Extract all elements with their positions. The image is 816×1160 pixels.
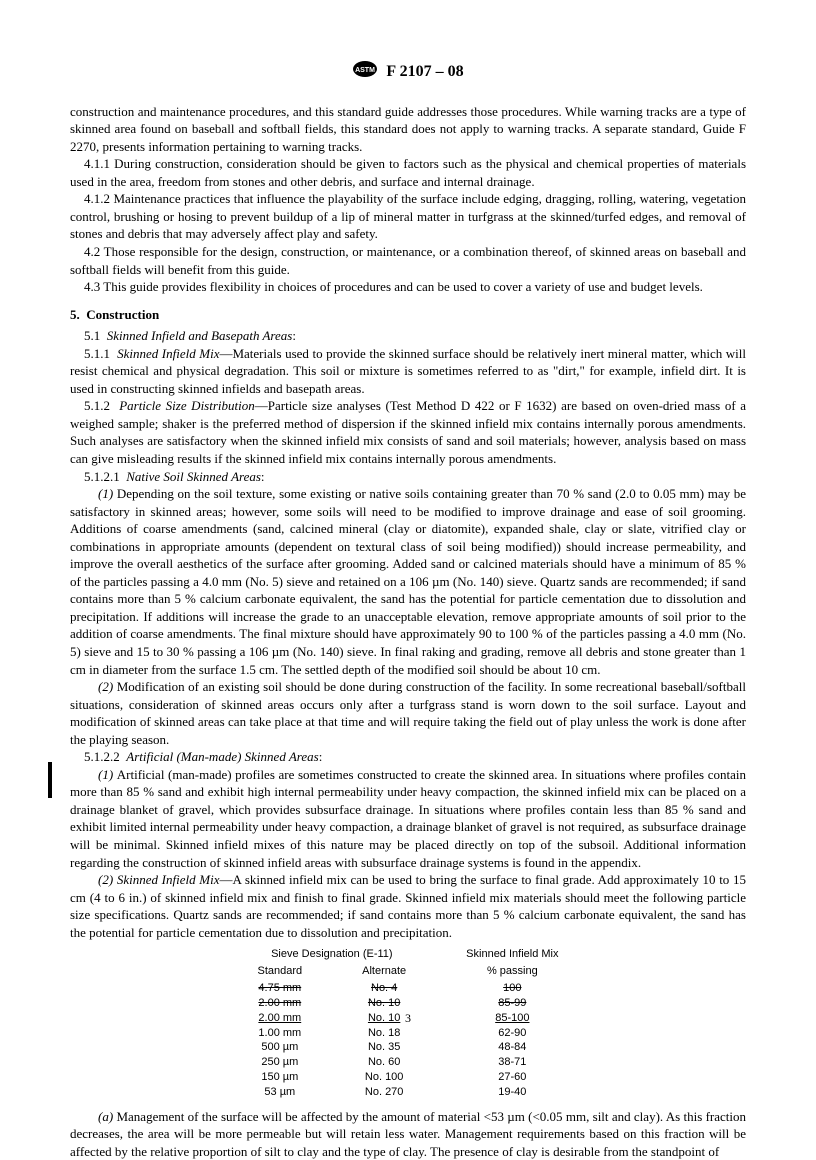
p-4-3: 4.3 This guide provides flexibility in c… (70, 278, 746, 296)
section-5-title: Construction (86, 307, 159, 322)
sieve-cell: 85-99 (436, 996, 588, 1011)
sieve-cell: No. 100 (332, 1070, 436, 1085)
p-4-2: 4.2 Those responsible for the design, co… (70, 243, 746, 278)
sieve-col-alt: Alternate (332, 964, 436, 981)
sieve-cell: 38-71 (436, 1055, 588, 1070)
p-5-1-2-1-label: Native Soil Skinned Areas (126, 469, 261, 484)
sieve-cell: 250 µm (227, 1055, 332, 1070)
p-5-1-2-1-item1: (1) Depending on the soil texture, some … (70, 485, 746, 678)
p-5-1-1: 5.1.1 Skinned Infield Mix—Materials used… (70, 345, 746, 398)
sieve-cell: No. 35 (332, 1040, 436, 1055)
page-number: 3 (0, 1010, 816, 1026)
p-5-1-2-2: 5.1.2.2 Artificial (Man-made) Skinned Ar… (70, 748, 746, 766)
sieve-cell: No. 10 (332, 996, 436, 1011)
p-5-1-2-1-item2: (2) Modification of an existing soil sho… (70, 678, 746, 748)
section-5-num: 5. (70, 307, 80, 322)
sieve-cell: 62-90 (436, 1026, 588, 1041)
p-4-1-1: 4.1.1 During construction, consideration… (70, 155, 746, 190)
sieve-cell: 100 (436, 981, 588, 996)
section-5-heading: 5. Construction (70, 306, 746, 324)
p-5-1-2-2-label: Artificial (Man-made) Skinned Areas (126, 749, 318, 764)
sieve-cell: 1.00 mm (227, 1026, 332, 1041)
p-5-1-2-1: 5.1.2.1 Native Soil Skinned Areas: (70, 468, 746, 486)
svg-text:ASTM: ASTM (355, 67, 375, 74)
p-a-text: Management of the surface will be affect… (70, 1109, 746, 1159)
sieve-cell: No. 60 (332, 1055, 436, 1070)
p-5-1-2-num: 5.1.2 (84, 398, 110, 413)
sieve-col-std: Standard (227, 964, 332, 981)
change-bar (48, 762, 52, 798)
p-5-1-label: Skinned Infield and Basepath Areas (107, 328, 293, 343)
p-5-1: 5.1 Skinned Infield and Basepath Areas: (70, 327, 746, 345)
sieve-cell: 27-60 (436, 1070, 588, 1085)
p-5-1-2-2-item2: (2) Skinned Infield Mix—A skinned infiel… (70, 871, 746, 941)
p-5-1-num: 5.1 (84, 328, 100, 343)
standard-designation: F 2107 – 08 (386, 63, 463, 80)
p-5-1-2-2-i1-text: Artificial (man-made) profiles are somet… (70, 767, 746, 870)
p-5-1-2-label: Particle Size Distribution (119, 398, 255, 413)
sieve-cell: 4.75 mm (227, 981, 332, 996)
sieve-cell: No. 270 (332, 1085, 436, 1100)
sieve-cell: 19-40 (436, 1085, 588, 1100)
sieve-cell: No. 4 (332, 981, 436, 996)
sieve-cell: 2.00 mm (227, 996, 332, 1011)
sieve-head-designation: Sieve Designation (E-11) (227, 947, 436, 964)
p-5-1-2-2-item1: (1) Artificial (man-made) profiles are s… (70, 766, 746, 871)
p-5-1-1-label: Skinned Infield Mix (117, 346, 219, 361)
sieve-head-mix: Skinned Infield Mix (436, 947, 588, 964)
p-5-1-2-2-i2-label: Skinned Infield Mix (117, 872, 220, 887)
sieve-cell: 500 µm (227, 1040, 332, 1055)
astm-logo: ASTM (352, 60, 378, 85)
intro-paragraph: construction and maintenance procedures,… (70, 103, 746, 156)
p-5-1-2-1-num: 5.1.2.1 (84, 469, 120, 484)
p-4-1-2: 4.1.2 Maintenance practices that influen… (70, 190, 746, 243)
p-5-1-1-num: 5.1.1 (84, 346, 110, 361)
p-a: (a) Management of the surface will be af… (70, 1108, 746, 1160)
sieve-cell: 48-84 (436, 1040, 588, 1055)
p-5-1-2-1-i1-text: Depending on the soil texture, some exis… (70, 486, 746, 676)
sieve-col-pass: % passing (436, 964, 588, 981)
sieve-cell: No. 18 (332, 1026, 436, 1041)
p-5-1-2-1-i2-text: Modification of an existing soil should … (70, 679, 746, 747)
p-5-1-2: 5.1.2 Particle Size Distribution—Particl… (70, 397, 746, 467)
sieve-cell: 150 µm (227, 1070, 332, 1085)
page-header: ASTM F 2107 – 08 (70, 60, 746, 85)
p-5-1-2-2-num: 5.1.2.2 (84, 749, 120, 764)
sieve-cell: 53 µm (227, 1085, 332, 1100)
